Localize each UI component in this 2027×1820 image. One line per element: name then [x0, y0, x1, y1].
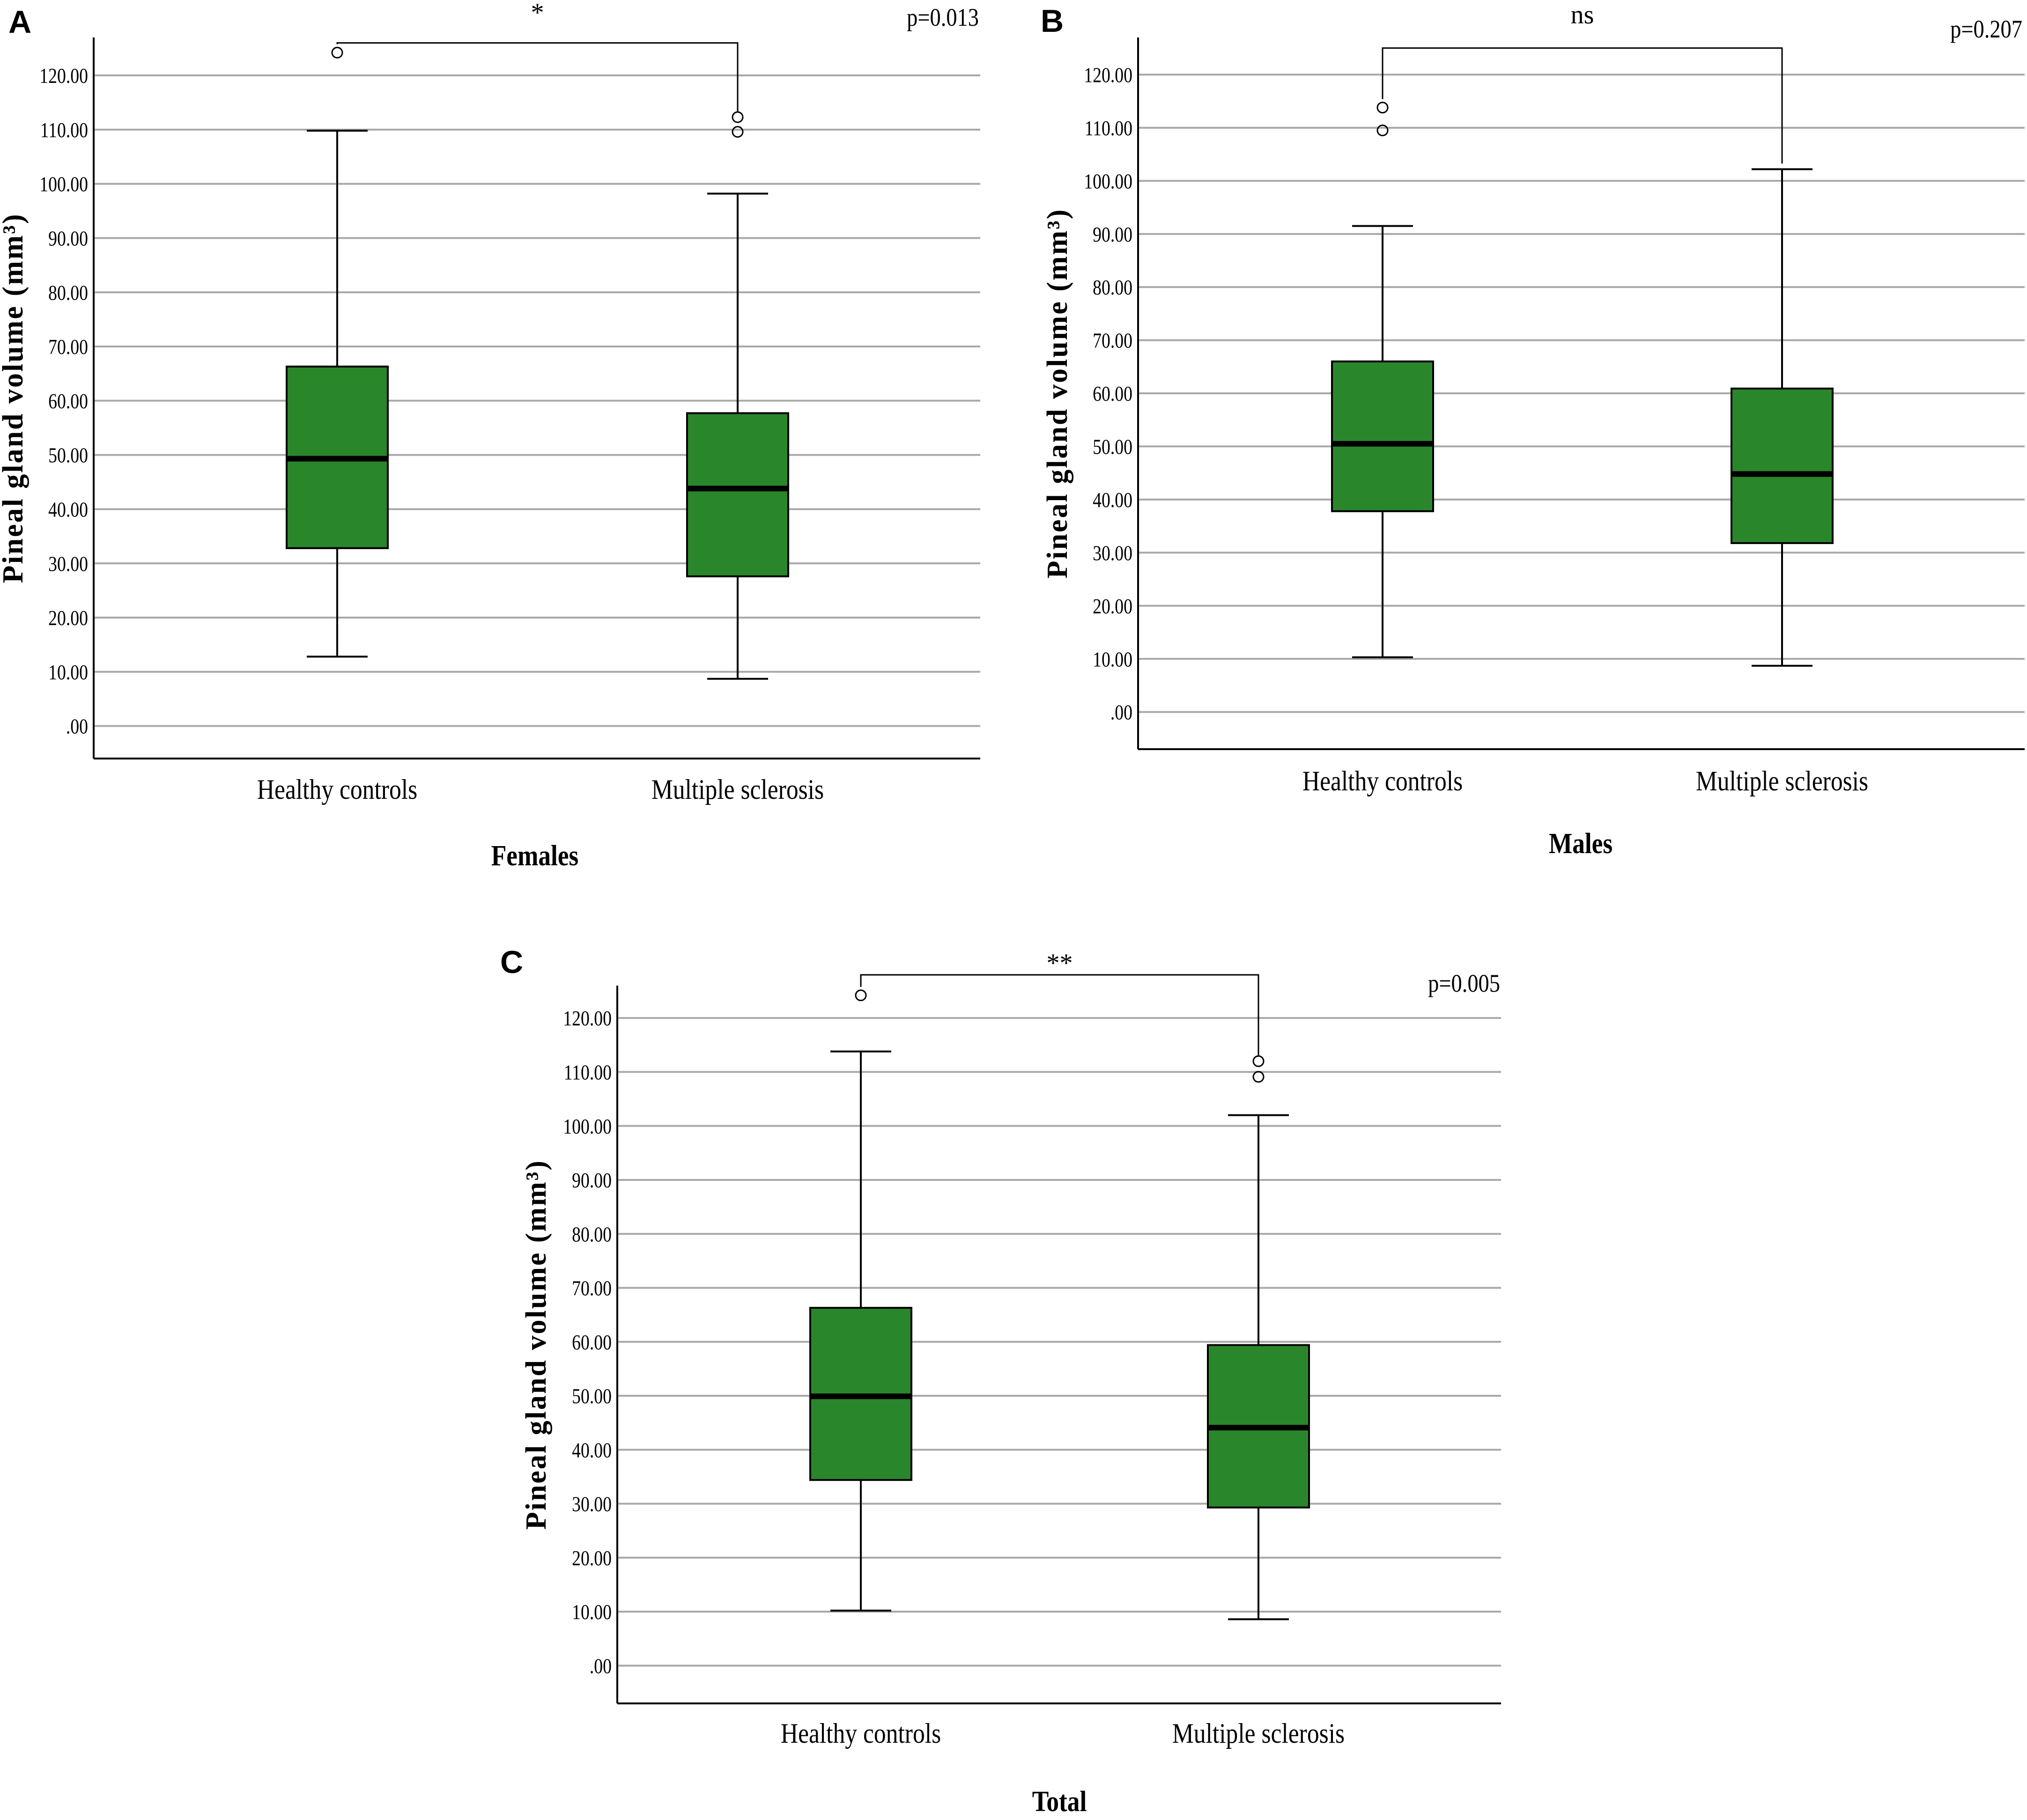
y-tick-label: .00	[1110, 701, 1132, 724]
panel-a: A .00 10.00 20.00 30.00 40.00 50.00 60.00 70.00 8…	[0, 0, 980, 872]
y-tick-label: 40.00	[48, 498, 88, 522]
y-tick-label: 40.00	[572, 1439, 612, 1462]
y-tick-label: 70.00	[1093, 329, 1132, 353]
y-axis-title: Pineal gland volume (mm³)	[520, 1159, 552, 1530]
outlier-point	[1252, 1071, 1265, 1083]
y-tick-label: 20.00	[572, 1547, 612, 1570]
y-axis-title: Pineal gland volume (mm³)	[1042, 208, 1073, 578]
outlier-point	[732, 111, 744, 123]
outlier-point	[1376, 102, 1389, 114]
x-category-label: Multiple sclerosis	[651, 774, 824, 805]
y-tick-label: 30.00	[48, 553, 88, 576]
panel-b: B .00 10.00 20.00 30.00 40.00 50.00 60.00 70.00 8…	[1041, 0, 2025, 860]
box-iqr	[686, 412, 789, 577]
y-tick-label: .00	[590, 1655, 612, 1678]
outlier-point	[855, 989, 867, 1002]
panel-label: C	[500, 944, 523, 980]
box-iqr	[1331, 360, 1434, 512]
panel-label: B	[1041, 3, 1064, 39]
significance-label: **	[1047, 949, 1073, 978]
y-tick-label: 90.00	[572, 1169, 612, 1193]
x-axis-title: Females	[491, 839, 579, 872]
panel-label: A	[8, 4, 31, 40]
y-tick-label: 60.00	[48, 390, 88, 413]
y-tick-label: 70.00	[572, 1277, 612, 1300]
y-tick-label: 120.00	[39, 65, 88, 88]
x-axis-title: Total	[1032, 1785, 1087, 1818]
y-tick-label: 50.00	[48, 444, 88, 467]
y-tick-label: 50.00	[572, 1385, 612, 1408]
y-axis-title: Pineal gland volume (mm³)	[0, 213, 29, 583]
y-tick-label: 20.00	[1093, 595, 1132, 618]
significance-label: ns	[1571, 0, 1594, 29]
panel-c: C .00 10.00 20.00 30.00 40.00 50.00 60.00 70.00 8…	[500, 944, 1501, 1818]
significance-bracket	[860, 974, 1259, 1056]
x-axis-title: Males	[1549, 827, 1613, 860]
box-group-1	[1331, 102, 1434, 658]
box-iqr	[1731, 387, 1834, 544]
y-tick-label: 70.00	[48, 336, 88, 359]
significance-bracket	[336, 42, 739, 112]
y-tick-label: 100.00	[563, 1115, 612, 1138]
y-tick-label: 10.00	[48, 661, 88, 684]
box-group-1	[286, 46, 389, 658]
y-tick-label: 120.00	[563, 1007, 612, 1031]
box-group-2	[1731, 168, 1834, 667]
y-tick-label: 100.00	[1084, 170, 1132, 193]
y-tick-label: 30.00	[572, 1493, 612, 1516]
box-group-2	[1207, 1055, 1310, 1621]
y-tick-label: 90.00	[48, 227, 88, 251]
x-category-label: Multiple sclerosis	[1172, 1718, 1345, 1749]
y-tick-label: 110.00	[40, 119, 88, 142]
significance-label: *	[531, 0, 544, 27]
y-tick-label: 80.00	[48, 281, 88, 305]
outlier-point	[1252, 1055, 1265, 1067]
p-value-label: p=0.013	[907, 3, 979, 31]
y-tick-label: 80.00	[572, 1223, 612, 1246]
outlier-point	[1376, 125, 1389, 137]
y-tick-label: 10.00	[1093, 648, 1132, 671]
p-value-label: p=0.005	[1428, 969, 1500, 997]
p-value-label: p=0.207	[1950, 15, 2022, 43]
y-tick-label: 60.00	[572, 1331, 612, 1354]
y-tick-label: 40.00	[1093, 489, 1132, 512]
x-category-label: Healthy controls	[257, 774, 417, 805]
y-tick-label: 120.00	[1084, 64, 1132, 87]
x-category-label: Multiple sclerosis	[1696, 766, 1868, 796]
y-tick-label: 60.00	[1093, 383, 1132, 406]
outlier-point	[732, 125, 744, 138]
y-tick-label: 50.00	[1093, 435, 1132, 459]
y-tick-label: 20.00	[48, 607, 88, 630]
y-tick-label: 100.00	[39, 173, 88, 196]
y-tick-label: 110.00	[1085, 117, 1132, 140]
y-tick-label: .00	[66, 715, 88, 738]
y-tick-label: 30.00	[1093, 542, 1132, 565]
box-group-2	[686, 111, 789, 680]
y-tick-label: 90.00	[1093, 223, 1132, 246]
box-group-1	[809, 989, 912, 1612]
x-category-label: Healthy controls	[781, 1718, 941, 1749]
significance-bracket	[1382, 47, 1783, 164]
outlier-point	[331, 46, 343, 59]
y-tick-label: 110.00	[564, 1061, 612, 1084]
x-category-label: Healthy controls	[1302, 766, 1463, 796]
y-tick-label: 80.00	[1093, 276, 1132, 300]
y-tick-label: 10.00	[572, 1601, 612, 1624]
